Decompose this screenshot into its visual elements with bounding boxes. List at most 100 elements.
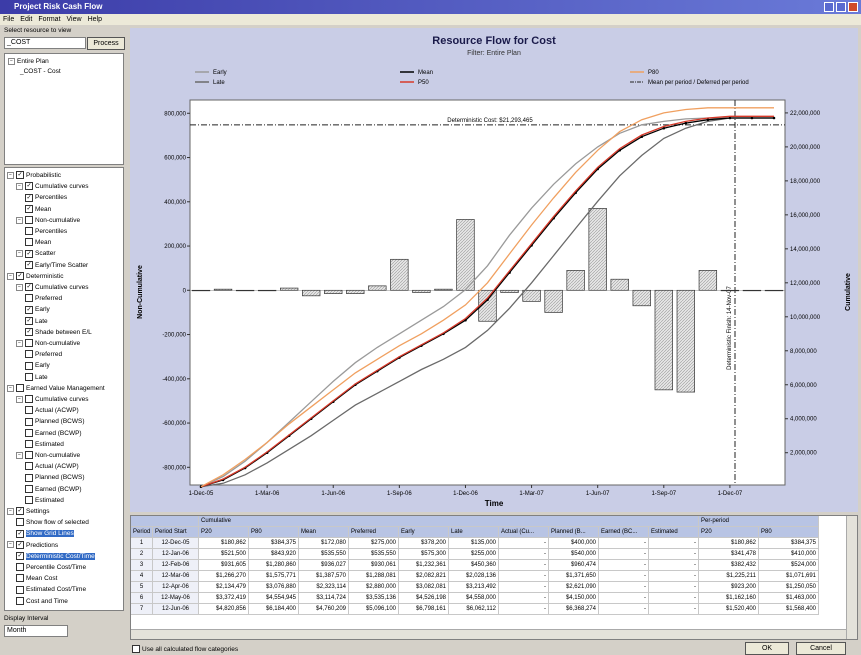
checkbox[interactable]: ✓ — [16, 540, 24, 549]
tree-row[interactable]: ✓ Shade between E/L — [25, 328, 92, 337]
checkbox[interactable]: ✓ — [16, 529, 24, 538]
checkbox[interactable]: ✓ — [25, 249, 33, 258]
cancel-button[interactable]: Cancel — [796, 642, 846, 655]
checkbox[interactable]: ✓ — [16, 272, 24, 281]
window-controls[interactable] — [824, 2, 858, 12]
tree-row[interactable]: − ✓ Cumulative curves — [16, 283, 88, 292]
tree-row[interactable]: − ✓ Settings — [7, 507, 50, 516]
checkbox[interactable] — [25, 227, 33, 236]
tree-row[interactable]: Early — [25, 361, 50, 370]
checkbox[interactable] — [16, 518, 24, 527]
checkbox[interactable] — [25, 406, 33, 415]
maximize-button[interactable] — [836, 2, 846, 12]
tree-row[interactable]: − ✓ Scatter — [16, 249, 56, 258]
menu-item[interactable]: Format — [38, 16, 61, 23]
tree-row[interactable]: Show flow of selected — [16, 518, 89, 527]
menu-item[interactable]: View — [66, 16, 82, 23]
tree-row[interactable]: − ✓ Deterministic — [7, 272, 64, 281]
minimize-button[interactable] — [824, 2, 834, 12]
checkbox[interactable] — [16, 384, 24, 393]
checkbox[interactable] — [25, 417, 33, 426]
tree-row[interactable]: Planned (BCWS) — [25, 417, 85, 426]
process-button[interactable]: Process — [87, 37, 125, 50]
tree-row[interactable]: Preferred — [25, 350, 62, 359]
tree-row[interactable]: − Earned Value Management — [7, 384, 105, 393]
menu-item[interactable]: Edit — [20, 16, 33, 23]
bar — [390, 258, 409, 291]
bar — [500, 289, 519, 293]
tree-row[interactable]: − Non-cumulative — [16, 216, 80, 225]
tree-row[interactable]: − Non-cumulative — [16, 451, 80, 460]
column-header: Actual (Cu... — [499, 527, 549, 538]
checkbox[interactable]: ✓ — [25, 283, 33, 292]
tree-row[interactable]: Mean — [25, 238, 51, 247]
checkbox[interactable]: ✓ — [25, 328, 33, 337]
tree-row[interactable]: − ✓ Predictions — [7, 540, 58, 550]
checkbox[interactable] — [16, 585, 24, 594]
menu-item[interactable]: Help — [87, 16, 102, 23]
menu-item[interactable]: File — [3, 16, 15, 23]
checkbox[interactable] — [132, 645, 140, 653]
checkbox[interactable] — [25, 372, 33, 381]
close-button[interactable] — [848, 2, 858, 12]
checkbox[interactable] — [25, 216, 33, 225]
checkbox[interactable]: ✓ — [16, 552, 24, 561]
tree-row[interactable]: − ✓ Cumulative curves — [16, 182, 88, 191]
checkbox[interactable] — [16, 574, 24, 583]
checkbox[interactable] — [25, 428, 33, 437]
checkbox[interactable] — [25, 339, 33, 348]
checkbox[interactable] — [16, 596, 24, 605]
tree-row[interactable]: Actual (ACWP) — [25, 406, 79, 415]
checkbox[interactable] — [25, 440, 33, 449]
checkbox[interactable]: ✓ — [25, 204, 33, 213]
checkbox[interactable] — [25, 238, 33, 247]
checkbox[interactable] — [25, 462, 33, 471]
tree-row[interactable]: ✓ Early/Time Scatter — [25, 260, 88, 270]
checkbox[interactable]: ✓ — [25, 193, 33, 202]
checkbox[interactable] — [25, 473, 33, 482]
tree-row[interactable]: Percentiles — [25, 227, 67, 236]
table-cell: $1,520,400 — [699, 604, 759, 615]
tree-row[interactable]: − Non-cumulative — [16, 339, 80, 348]
filter-input[interactable]: _COST — [4, 37, 86, 49]
tree-row[interactable]: Estimated — [25, 496, 64, 505]
checkbox[interactable] — [25, 350, 33, 359]
checkbox[interactable]: ✓ — [25, 305, 33, 314]
checkbox[interactable]: ✓ — [16, 507, 24, 516]
footer-checkbox[interactable]: Use all calculated flow categories — [132, 645, 238, 653]
checkbox[interactable]: ✓ — [25, 182, 33, 191]
tree-row[interactable]: − Cumulative curves — [16, 395, 88, 404]
tree-label: Cumulative curves — [35, 284, 89, 291]
tree-row[interactable]: Mean Cost — [16, 574, 57, 583]
tree-row[interactable]: ✓ Deterministic Cost/Time — [16, 552, 95, 561]
tree-row[interactable]: Preferred — [25, 294, 62, 303]
checkbox[interactable] — [25, 484, 33, 493]
checkbox[interactable] — [25, 361, 33, 370]
bar — [588, 208, 607, 291]
checkbox[interactable] — [25, 294, 33, 303]
tree-row[interactable]: Actual (ACWP) — [25, 462, 79, 471]
checkbox[interactable]: ✓ — [16, 171, 24, 180]
checkbox[interactable] — [25, 395, 33, 404]
ok-button[interactable]: OK — [745, 642, 789, 655]
tree-row[interactable]: ✓ Late — [25, 316, 48, 326]
checkbox[interactable]: ✓ — [25, 260, 33, 269]
tree-row[interactable]: ✓ Mean — [25, 204, 51, 214]
tree-row[interactable]: − ✓ Probabilistic — [7, 171, 61, 180]
tree-row[interactable]: ✓ Early — [25, 305, 50, 314]
tree-row[interactable]: Planned (BCWS) — [25, 473, 85, 482]
tree-row[interactable]: Percentile Cost/Time — [16, 563, 86, 572]
tree-row[interactable]: Cost and Time — [16, 596, 68, 606]
tree-row[interactable]: Earned (BCWP) — [25, 428, 82, 438]
checkbox[interactable] — [25, 451, 33, 460]
tree-row[interactable]: Estimated Cost/Time — [16, 585, 86, 594]
tree-row[interactable]: Earned (BCWP) — [25, 484, 82, 494]
tree-row[interactable]: Estimated — [25, 440, 64, 449]
checkbox[interactable]: ✓ — [25, 316, 33, 325]
checkbox[interactable] — [25, 496, 33, 505]
interval-select[interactable]: Month — [4, 625, 68, 637]
checkbox[interactable] — [16, 563, 24, 572]
tree-row[interactable]: ✓ Show Grid Lines — [16, 529, 74, 538]
tree-row[interactable]: Late — [25, 372, 48, 382]
tree-row[interactable]: ✓ Percentiles — [25, 193, 67, 202]
